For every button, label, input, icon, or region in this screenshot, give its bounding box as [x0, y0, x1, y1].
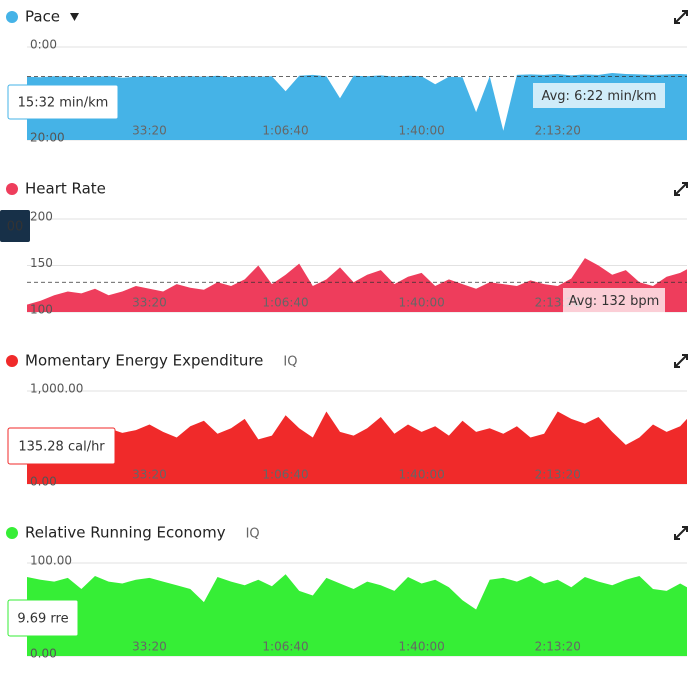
average-label: Avg: 132 bpm: [569, 294, 660, 309]
tooltip-box: [7, 427, 116, 465]
x-tick-label: 1:40:00: [399, 468, 445, 482]
average-box: [533, 83, 665, 108]
area: [27, 411, 687, 484]
chart-panel: Pace 0:00 20:00 33:20 1:06:40 1:40:00 2:13:20 A…: [6, 8, 688, 145]
y-tick-label: 150: [30, 256, 53, 270]
x-tick-label: 33:20: [132, 296, 167, 310]
x-tick-label: 1:40:00: [399, 124, 445, 138]
x-tick-label: 2:13:20: [535, 124, 581, 138]
badge: IQ: [283, 355, 297, 370]
legend-dot: [6, 527, 18, 539]
y-tick-label: 1,000.00: [30, 382, 83, 396]
average-label: Avg: 6:22 min/km: [541, 89, 656, 104]
expand-icon[interactable]: [674, 10, 688, 24]
expand-icon[interactable]: [674, 182, 688, 196]
y-tick-label: 100: [30, 303, 53, 317]
tooltip-box: [0, 210, 30, 242]
x-tick-label: 2:13:20: [535, 468, 581, 482]
x-tick-label: 33:20: [132, 468, 167, 482]
chart-title: Pace: [25, 8, 60, 26]
dropdown-arrow[interactable]: [70, 13, 79, 21]
y-tick-label: 0.00: [30, 475, 57, 489]
y-tick-label: 0.00: [30, 647, 57, 661]
tooltip-box: [7, 84, 119, 120]
x-tick-label: 2:13:20: [535, 640, 581, 654]
legend-dot: [6, 355, 18, 367]
x-tick-label: 33:20: [132, 640, 167, 654]
area: [27, 574, 687, 656]
x-tick-label: 1:40:00: [399, 296, 445, 310]
tooltip-label: 9.69 rre: [17, 612, 68, 627]
area: [27, 258, 687, 312]
y-tick-label: 0:00: [30, 38, 57, 52]
x-tick-label: 1:40:00: [399, 640, 445, 654]
average-box: [563, 288, 665, 313]
area: [27, 73, 687, 140]
chart-title: Heart Rate: [25, 180, 106, 198]
chart-panel: Relative Running Economy IQ 0.00 100.00 33:2…: [6, 524, 688, 661]
badge: IQ: [246, 527, 260, 542]
tooltip-label: 15:32 min/km: [18, 96, 109, 111]
y-tick-label: 100.00: [30, 554, 72, 568]
tooltip-box: [7, 599, 79, 637]
expand-icon[interactable]: [674, 526, 688, 540]
x-tick-label: 1:06:40: [262, 124, 308, 138]
chart-title: Relative Running Economy: [25, 524, 226, 542]
y-tick-label: 200: [30, 210, 53, 224]
chart-panel: Momentary Energy Expenditure IQ 0.00 1,000.…: [6, 352, 688, 489]
x-tick-label: 33:20: [132, 124, 167, 138]
chart-title: Momentary Energy Expenditure: [25, 352, 263, 370]
x-tick-label: 1:06:40: [262, 296, 308, 310]
legend-dot: [6, 11, 18, 23]
expand-icon[interactable]: [674, 354, 688, 368]
legend-dot: [6, 183, 18, 195]
y-tick-label: 20:00: [30, 131, 65, 145]
tooltip-label: 135.28 cal/hr: [18, 440, 105, 455]
tooltip-label: 00: [7, 220, 24, 235]
x-tick-label: 1:06:40: [262, 640, 308, 654]
x-tick-label: 1:06:40: [262, 468, 308, 482]
